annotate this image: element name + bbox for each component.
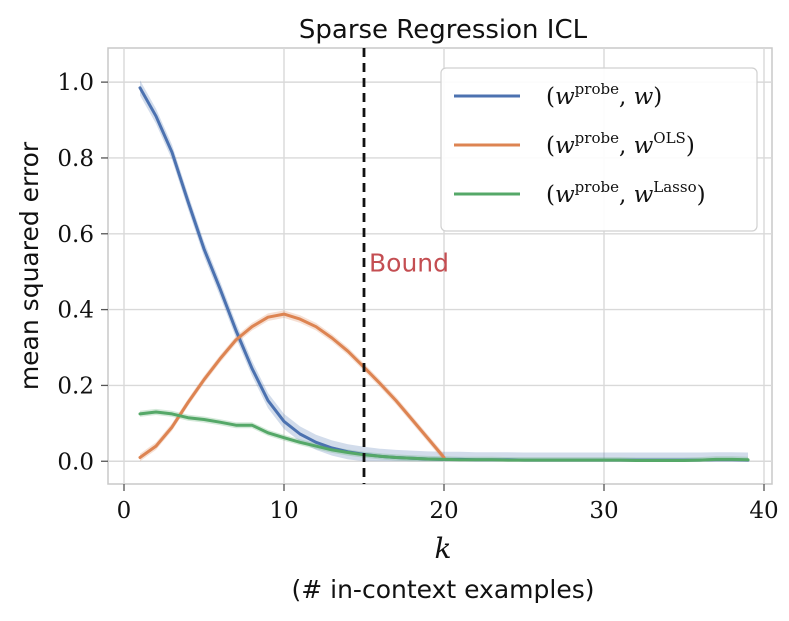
legend-entry-1: (wprobe, wOLS) [546, 129, 695, 159]
x-tick-label: 30 [589, 498, 618, 524]
x-tick-label: 10 [269, 498, 298, 524]
series-lines [138, 86, 750, 462]
x-tick-label: 40 [749, 498, 778, 524]
y-tick-label: 0.0 [57, 449, 94, 475]
legend: (wprobe, w) (wprobe, wOLS) (wprobe, wLasso… [440, 67, 758, 232]
legend-entry-2: (wprobe, wLasso) [546, 178, 706, 208]
y-tick-label: 0.8 [57, 146, 94, 172]
series-line-1 [138, 312, 446, 459]
series-line-2 [138, 410, 750, 462]
chart-title: Sparse Regression ICL [299, 15, 588, 45]
y-tick-label: 0.6 [57, 222, 94, 248]
y-tick-label: 0.4 [57, 298, 94, 324]
y-axis-label: mean squared error [15, 141, 44, 390]
bound-label: Bound [369, 249, 449, 278]
x-tick-label: 0 [117, 498, 132, 524]
ticks: 0 10 20 30 40 0.0 0.2 0.4 0.6 0.8 1.0 [57, 70, 778, 524]
x-tick-label: 20 [429, 498, 458, 524]
x-axis-label: k [435, 532, 452, 565]
y-tick-label: 0.2 [57, 373, 94, 399]
legend-entry-0: (wprobe, w) [546, 80, 662, 110]
legend-box [440, 67, 758, 232]
x-axis-sublabel: (# in-context examples) [291, 575, 594, 604]
y-tick-label: 1.0 [57, 70, 94, 96]
